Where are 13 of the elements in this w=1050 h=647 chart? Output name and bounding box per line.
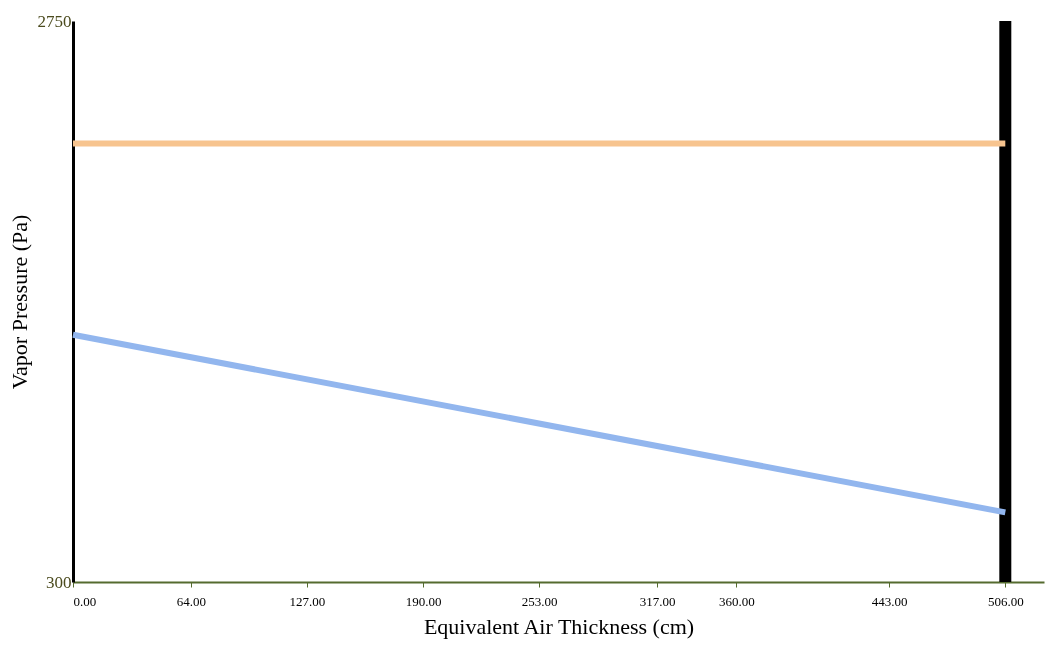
y-axis-title: Vapor Pressure (Pa) — [6, 214, 32, 390]
x-tick-label: 506.00 — [987, 593, 1024, 609]
y-tick-label: 2750 — [37, 11, 72, 31]
x-tick-label: 360.00 — [718, 593, 755, 609]
x-tick-label: 443.00 — [871, 593, 908, 609]
x-tick-label: 127.00 — [289, 593, 326, 609]
x-tick-label: 253.00 — [521, 593, 558, 609]
x-axis-title: Equivalent Air Thickness (cm) — [423, 613, 695, 639]
x-tick-label: 190.00 — [405, 593, 442, 609]
x-tick-label: 64.00 — [176, 593, 207, 609]
y-tick-label: 300 — [46, 572, 72, 592]
x-tick-label: 317.00 — [639, 593, 676, 609]
x-tick-label: 0.00 — [73, 593, 97, 609]
